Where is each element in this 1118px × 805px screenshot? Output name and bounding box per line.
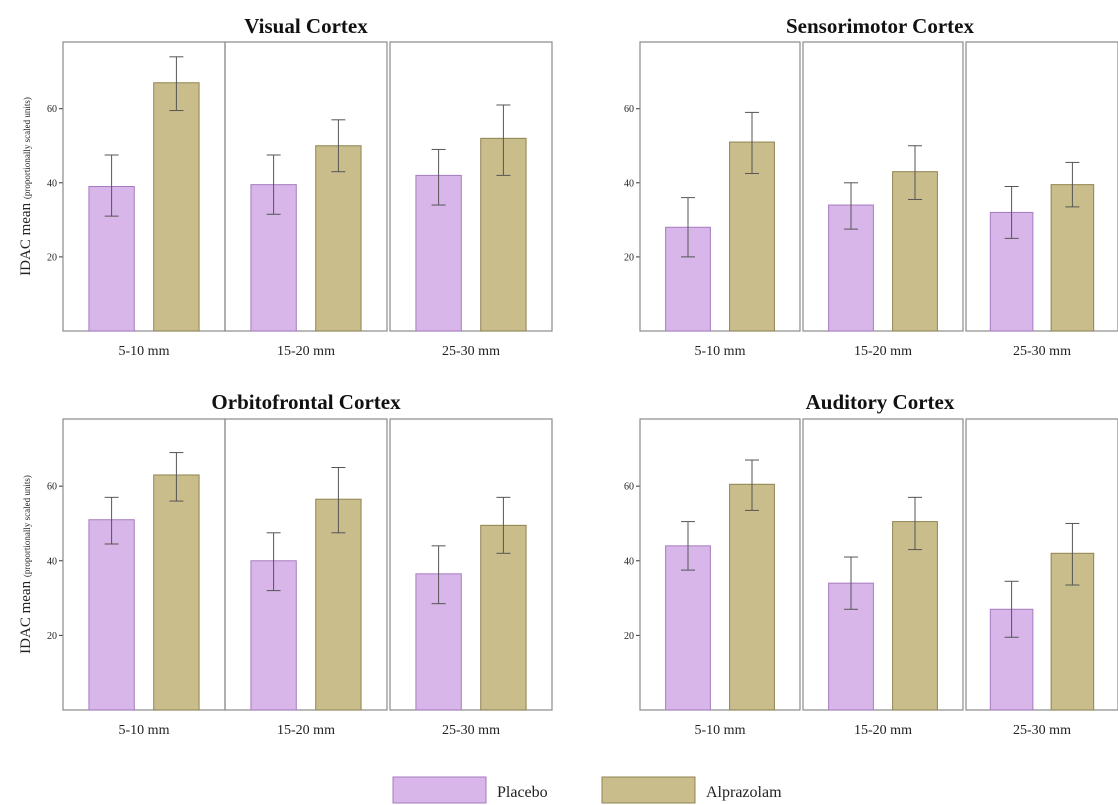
y-axis-label: IDAC mean (proportionally scaled units): [18, 97, 34, 276]
bar-placebo: [88, 519, 135, 711]
y-tick-label: 40: [47, 178, 57, 189]
chart-title: Sensorimotor Cortex: [786, 14, 974, 38]
category-label: 25-30 mm: [442, 723, 500, 738]
legend-label-alprazolam: Alprazolam: [706, 784, 782, 801]
bar-alprazolam: [315, 145, 362, 332]
y-tick-label: 20: [624, 252, 634, 263]
subpanel-frame: [62, 41, 226, 332]
y-tick-label: 40: [624, 556, 634, 567]
y-tick-label: 40: [47, 556, 57, 567]
legend: Placebo Alprazolam: [392, 776, 782, 804]
category-label: 15-20 mm: [277, 723, 335, 738]
subpanel-frame: [62, 418, 226, 711]
category-label: 5-10 mm: [695, 344, 746, 359]
y-tick-label: 60: [47, 482, 57, 493]
legend-swatch-placebo: [392, 776, 487, 804]
bar-alprazolam: [729, 483, 775, 711]
chart-panel: Orbitofrontal Cortex 20 40 60 IDAC mean (pro…: [18, 390, 553, 738]
chart-panel: Sensorimotor Cortex 20 40 60 5-10 mm 15-20 mm…: [624, 14, 1118, 359]
category-label: 5-10 mm: [695, 723, 746, 738]
bar-alprazolam: [315, 498, 362, 711]
y-tick-label: 20: [47, 631, 57, 642]
bar-placebo: [665, 545, 711, 711]
y-tick-label: 20: [624, 631, 634, 642]
subpanel-frame: [965, 418, 1118, 711]
bar-alprazolam: [1050, 184, 1095, 332]
subpanel-frame: [639, 418, 801, 711]
category-label: 25-30 mm: [1013, 723, 1071, 738]
subpanel-frame: [802, 41, 964, 332]
subpanel-frame: [224, 418, 388, 711]
category-label: 15-20 mm: [277, 344, 335, 359]
subpanel-frame: [802, 418, 964, 711]
y-tick-label: 60: [47, 104, 57, 115]
bar-alprazolam: [892, 521, 938, 711]
subpanel-frame: [389, 418, 553, 711]
subpanel-frame: [965, 41, 1118, 332]
chart-panel: Auditory Cortex 20 40 60 5-10 mm 15-20 mm 25-3…: [624, 390, 1118, 738]
bar-alprazolam: [480, 524, 527, 711]
category-label: 15-20 mm: [854, 344, 912, 359]
bar-alprazolam: [153, 474, 200, 711]
category-label: 25-30 mm: [1013, 344, 1071, 359]
legend-label-placebo: Placebo: [497, 784, 548, 801]
chart-title: Visual Cortex: [244, 14, 368, 38]
y-tick-label: 40: [624, 178, 634, 189]
y-axis-label: IDAC mean (proportionally scaled units): [18, 475, 34, 654]
chart-panel: Visual Cortex 20 40 60 IDAC mean (proportion…: [18, 14, 553, 359]
chart-title: Auditory Cortex: [806, 390, 955, 414]
y-tick-label: 60: [624, 482, 634, 493]
category-label: 25-30 mm: [442, 344, 500, 359]
chart-title: Orbitofrontal Cortex: [211, 390, 401, 414]
bar-alprazolam: [153, 82, 200, 332]
category-label: 5-10 mm: [119, 723, 170, 738]
category-label: 15-20 mm: [854, 723, 912, 738]
y-tick-label: 60: [624, 104, 634, 115]
subpanel-frame: [224, 41, 388, 332]
y-tick-label: 20: [47, 252, 57, 263]
category-label: 5-10 mm: [119, 344, 170, 359]
subpanel-frame: [639, 41, 801, 332]
legend-swatch-alprazolam: [601, 776, 696, 804]
subpanel-frame: [389, 41, 553, 332]
